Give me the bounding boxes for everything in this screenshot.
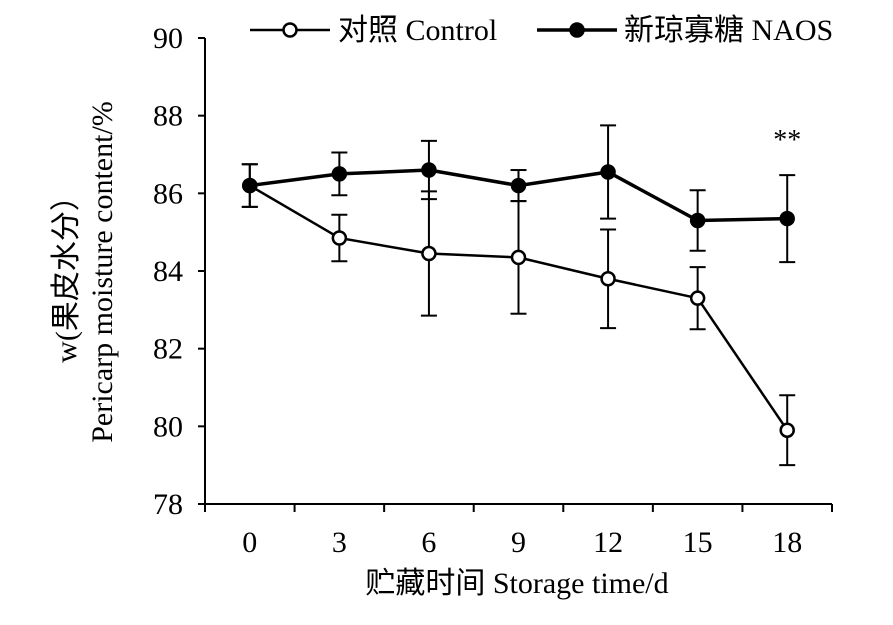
- data-point: [689, 290, 706, 306]
- data-point: [779, 422, 795, 438]
- data-point: [242, 177, 258, 194]
- data-point: [510, 177, 527, 194]
- data-point: [600, 164, 616, 180]
- x-tick-label: 3: [332, 526, 347, 559]
- x-axis-label: 贮藏时间 Storage time/d: [365, 567, 668, 600]
- data-point: [600, 271, 616, 287]
- y-tick-label: 90: [153, 22, 183, 55]
- labels: 贮藏时间 Storage time/d w(果皮水分） Pericarp moi…: [50, 101, 669, 600]
- data-markers: **: [242, 125, 801, 438]
- y-tick-label: 78: [153, 488, 183, 521]
- y-tick-label: 88: [153, 100, 183, 133]
- x-tick-label: 18: [772, 526, 802, 559]
- y-tick-label: 84: [153, 255, 183, 288]
- x-tick-label: 6: [421, 526, 436, 559]
- data-point: [689, 212, 706, 229]
- y-axis-label-line1: w(果皮水分）: [50, 181, 83, 363]
- x-tick-label: 9: [511, 526, 526, 559]
- legend-label: 对照 Control: [338, 14, 497, 47]
- data-point: [779, 210, 795, 227]
- data-point: [421, 162, 437, 178]
- data-point: [331, 230, 348, 246]
- data-point: [331, 166, 348, 182]
- data-point: [510, 249, 527, 266]
- y-axis-label-line2: Pericarp moisture content/%: [86, 101, 119, 443]
- legend: 对照 Control 新琼寡糖 NAOS: [250, 14, 833, 47]
- y-tick-label: 80: [153, 410, 183, 443]
- y-tick-label: 86: [153, 177, 183, 210]
- y-tick-label: 82: [153, 333, 183, 366]
- data-point: [421, 245, 437, 262]
- x-tick-label: 15: [683, 526, 713, 559]
- legend-label: 新琼寡糖 NAOS: [624, 14, 833, 47]
- legend-marker: [282, 22, 298, 38]
- legend-marker: [569, 22, 585, 38]
- x-tick-label: 12: [593, 526, 623, 559]
- axes: 78 80 82 84 86 88 90 0 3 6 9 12 15 18: [153, 22, 833, 559]
- significance-annotation: **: [773, 125, 801, 156]
- x-tick-label: 0: [242, 526, 257, 559]
